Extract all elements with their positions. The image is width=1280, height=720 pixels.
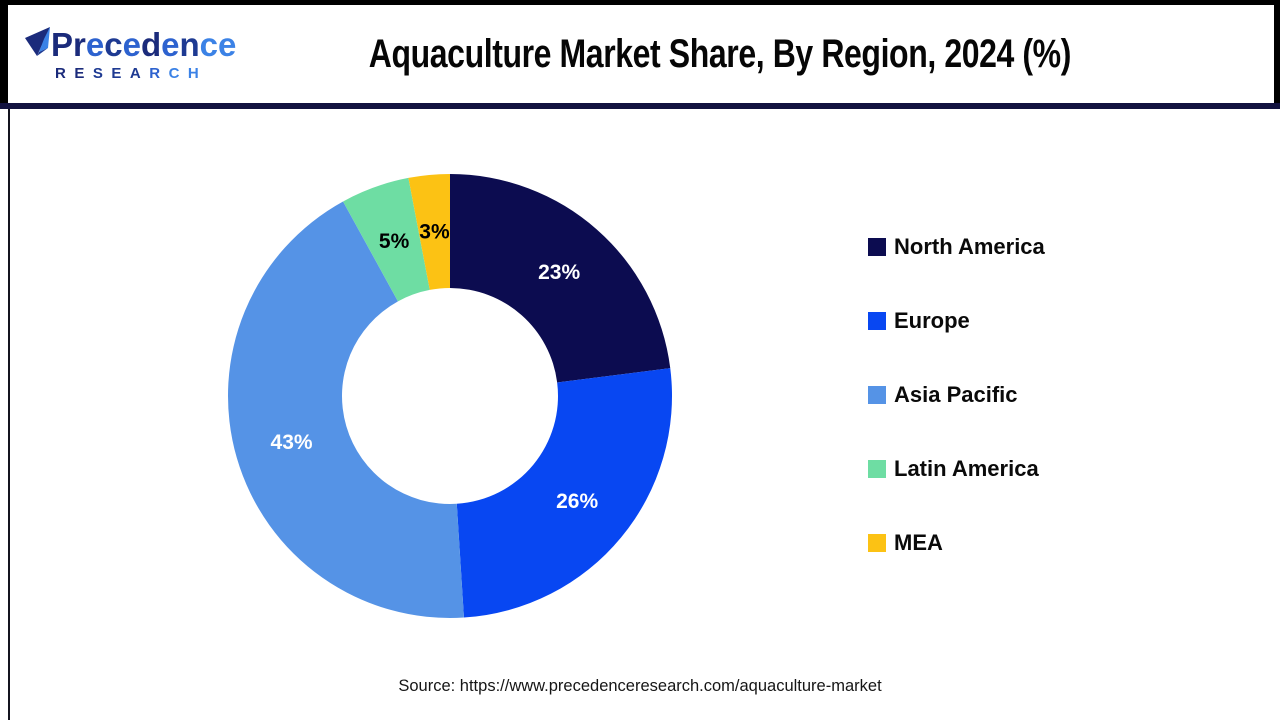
pie-slice-europe (456, 368, 672, 618)
legend-label: Europe (894, 308, 970, 333)
legend-marker (868, 312, 886, 330)
paper-plane-icon (25, 27, 50, 57)
logo-letter: e (85, 26, 105, 64)
pie-slice-latin-america (343, 177, 430, 302)
logo-letter: d (140, 26, 162, 64)
legend-label: North America (894, 234, 1045, 259)
logo-letter: E (74, 64, 93, 82)
title-container: Aquaculture Market Share, By Region, 202… (236, 32, 1274, 77)
logo-letter: R (55, 64, 75, 82)
pie-slice-mea (408, 174, 450, 290)
logo-letter: e (161, 26, 180, 64)
header-divider (0, 103, 1280, 109)
logo-letter: R (149, 64, 169, 82)
logo-letter: C (168, 64, 188, 82)
logo-letter: e (122, 26, 141, 64)
slice-value-label-europe: 26% (556, 490, 598, 513)
donut-chart: 23% 26% 43% 5% 3% (227, 174, 672, 619)
logo-letter: E (111, 64, 130, 82)
logo-letter: r (73, 26, 86, 64)
brand-logo: Precedence RESEARCH (24, 26, 237, 82)
legend: North America Europe Asia Pacific Latin Ame… (868, 232, 1045, 602)
legend-marker (868, 460, 886, 478)
legend-item-mea: MEA (868, 528, 1045, 558)
slice-value-label-mea: 3% (419, 221, 450, 244)
left-border-line (8, 109, 10, 720)
logo-letter: A (129, 64, 150, 82)
slice-value-label-asia-pacific: 43% (271, 431, 313, 454)
legend-marker (868, 238, 886, 256)
legend-item-north-america: North America (868, 232, 1045, 262)
logo-letter: H (187, 64, 208, 82)
slice-value-label-latin-america: 5% (379, 230, 410, 253)
logo-letter: e (218, 26, 237, 64)
logo-subtitle: RESEARCH (55, 65, 236, 82)
logo-text: Precedence RESEARCH (51, 26, 237, 82)
logo-letter: S (92, 64, 112, 82)
legend-marker (868, 386, 886, 404)
pie-slice-north-america (450, 174, 671, 383)
logo-letter: n (179, 26, 200, 64)
header: Precedence RESEARCH Aquaculture Market S… (0, 0, 1280, 103)
logo-wordmark: Precedence (51, 26, 237, 64)
slice-value-label-north-america: 23% (538, 261, 580, 284)
legend-marker (868, 534, 886, 552)
pie-slice-asia-pacific (227, 201, 464, 619)
logo-letter: P (51, 26, 74, 64)
source-text: Source: https://www.precedenceresearch.c… (398, 677, 882, 695)
logo-letter: c (199, 26, 218, 64)
legend-label: MEA (894, 530, 943, 555)
legend-label: Asia Pacific (894, 382, 1018, 407)
legend-item-asia-pacific: Asia Pacific (868, 380, 1045, 410)
legend-item-europe: Europe (868, 306, 1045, 336)
legend-label: Latin America (894, 456, 1039, 481)
legend-item-latin-america: Latin America (868, 454, 1045, 484)
page-title: Aquaculture Market Share, By Region, 202… (369, 31, 1072, 76)
logo-letter: c (104, 26, 123, 64)
